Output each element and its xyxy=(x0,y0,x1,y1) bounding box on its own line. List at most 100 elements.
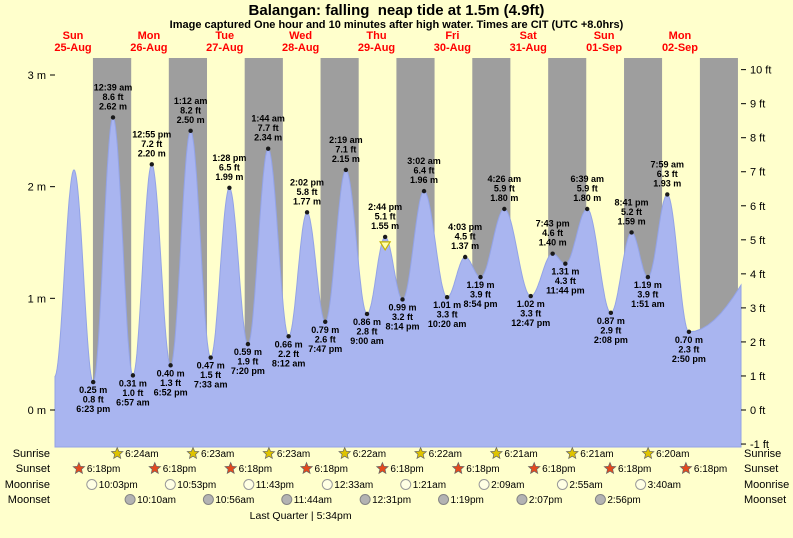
moonrise-time: 10:03pm xyxy=(99,480,138,491)
low-tide-point xyxy=(245,341,251,347)
astro-row-label-sunset-left: Sunset xyxy=(16,463,50,475)
moonrise-circle-icon xyxy=(478,479,490,490)
moonrise-time: 3:40am xyxy=(648,480,681,491)
day-label: Mon xyxy=(669,30,692,42)
high-tide-label: 6.4 ft xyxy=(414,166,435,176)
high-tide-label: 1.40 m xyxy=(539,238,567,248)
sunrise-star-icon xyxy=(641,446,655,460)
sunrise-time: 6:23am xyxy=(201,449,234,460)
moonset-time: 12:31pm xyxy=(372,495,411,506)
y-axis-label-right: 9 ft xyxy=(750,99,765,111)
low-tide-label: 2.3 ft xyxy=(678,344,699,354)
day-date-label: 30-Aug xyxy=(434,42,471,54)
low-tide-label: 0.40 m xyxy=(157,368,185,378)
low-tide-label: 7:47 pm xyxy=(308,344,342,354)
high-tide-label: 5.9 ft xyxy=(577,183,598,193)
sunset-star-icon xyxy=(603,461,617,475)
moonset-circle-icon xyxy=(281,494,293,505)
y-axis-label-right: 5 ft xyxy=(750,235,765,247)
sunset-star-icon xyxy=(224,461,238,475)
high-tide-point xyxy=(265,146,271,151)
low-tide-label: 2.2 ft xyxy=(278,349,299,359)
y-axis-label-right: -1 ft xyxy=(750,439,769,451)
moonset-time: 10:56am xyxy=(215,495,254,506)
high-tide-point xyxy=(304,210,310,215)
moonset-circle-icon xyxy=(359,494,371,505)
low-tide-label: 8:54 pm xyxy=(464,299,498,309)
low-tide-point xyxy=(528,293,533,299)
moonrise-circle-icon xyxy=(635,479,647,490)
low-tide-label: 3.2 ft xyxy=(392,312,413,322)
astro-row-label-sunset-right: Sunset xyxy=(744,463,778,475)
moonset-circle-icon xyxy=(594,494,606,505)
astro-row-label-moonrise-left: Moonrise xyxy=(5,479,50,491)
low-tide-label: 0.8 ft xyxy=(83,395,104,405)
day-date-label: 27-Aug xyxy=(206,42,243,54)
high-tide-point xyxy=(629,230,634,235)
moonset-circle-icon xyxy=(516,494,528,505)
low-tide-label: 1.5 ft xyxy=(200,370,221,380)
low-tide-label: 3.9 ft xyxy=(470,290,491,300)
sunrise-time: 6:21am xyxy=(580,449,613,460)
sunrise-time: 6:21am xyxy=(504,449,537,460)
low-tide-label: 2.8 ft xyxy=(357,326,378,336)
high-tide-label: 1.96 m xyxy=(410,175,438,185)
high-tide-label: 2:44 pm xyxy=(368,202,402,212)
moonrise-circle-icon xyxy=(86,479,98,490)
high-tide-label: 1.55 m xyxy=(371,221,399,231)
low-tide-label: 0.59 m xyxy=(234,347,262,357)
high-tide-label: 4:26 am xyxy=(488,174,522,184)
high-tide-label: 2.15 m xyxy=(332,154,360,164)
day-label: Wed xyxy=(289,30,312,42)
sunset-star-icon xyxy=(72,461,86,475)
astro-row-label-sunrise-right: Sunrise xyxy=(744,448,781,460)
moonrise-time: 11:43pm xyxy=(256,480,294,491)
moonset-circle-icon xyxy=(438,494,450,505)
low-tide-point xyxy=(208,355,213,360)
low-tide-point xyxy=(608,310,614,316)
day-label: Tue xyxy=(215,30,234,42)
low-tide-label: 3.3 ft xyxy=(520,309,541,319)
sunset-time: 6:18pm xyxy=(618,464,651,475)
low-tide-label: 10:20 am xyxy=(428,319,467,329)
sunset-star-icon xyxy=(679,461,693,475)
low-tide-label: 2:50 pm xyxy=(672,354,706,364)
high-tide-point xyxy=(343,167,349,173)
moonrise-time: 12:33am xyxy=(334,480,373,491)
day-date-label: 26-Aug xyxy=(130,42,167,54)
sunset-star-icon xyxy=(299,461,314,475)
day-date-label: 02-Sep xyxy=(662,42,698,54)
sunrise-star-icon xyxy=(262,446,276,460)
high-tide-point xyxy=(382,234,388,240)
moonrise-time: 1:21am xyxy=(413,480,446,491)
high-tide-label: 4.5 ft xyxy=(455,232,476,242)
high-tide-label: 1.80 m xyxy=(573,193,601,203)
day-label: Mon xyxy=(138,30,161,42)
high-tide-label: 3:02 am xyxy=(407,156,441,166)
moonrise-circle-icon xyxy=(400,479,412,490)
moonset-time: 10:10am xyxy=(137,495,176,506)
high-tide-label: 4:03 pm xyxy=(448,222,482,232)
sunset-time: 6:18pm xyxy=(466,464,499,475)
y-axis-label-left: 0 m xyxy=(28,405,46,417)
high-tide-label: 12:39 am xyxy=(94,82,133,92)
high-tide-label: 7:59 am xyxy=(651,159,685,169)
y-axis-label-left: 2 m xyxy=(28,182,46,194)
moonset-circle-icon xyxy=(124,494,136,505)
current-time-marker xyxy=(379,241,392,252)
astro-row-label-moonrise-right: Moonrise xyxy=(744,479,789,491)
low-tide-label: 0.47 m xyxy=(197,361,225,371)
sunset-time: 6:18pm xyxy=(315,464,348,475)
sunrise-star-icon xyxy=(338,446,352,460)
sunrise-time: 6:22am xyxy=(353,449,386,460)
high-tide-label: 7.1 ft xyxy=(335,144,356,154)
low-tide-label: 0.31 m xyxy=(119,378,147,388)
day-label: Fri xyxy=(445,30,459,42)
low-tide-point xyxy=(686,329,692,335)
day-date-label: 25-Aug xyxy=(54,42,91,54)
high-tide-label: 12:55 pm xyxy=(132,129,171,139)
y-axis-label-left: 3 m xyxy=(28,70,46,82)
high-tide-label: 6.5 ft xyxy=(219,162,240,172)
sunrise-star-icon xyxy=(414,446,428,460)
